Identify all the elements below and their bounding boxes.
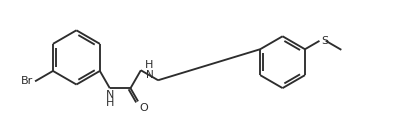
Text: N: N: [105, 90, 114, 100]
Text: S: S: [321, 36, 328, 46]
Text: H: H: [105, 98, 114, 108]
Text: H: H: [145, 60, 154, 70]
Text: Br: Br: [21, 76, 33, 86]
Text: O: O: [139, 103, 148, 113]
Text: N: N: [146, 70, 153, 80]
